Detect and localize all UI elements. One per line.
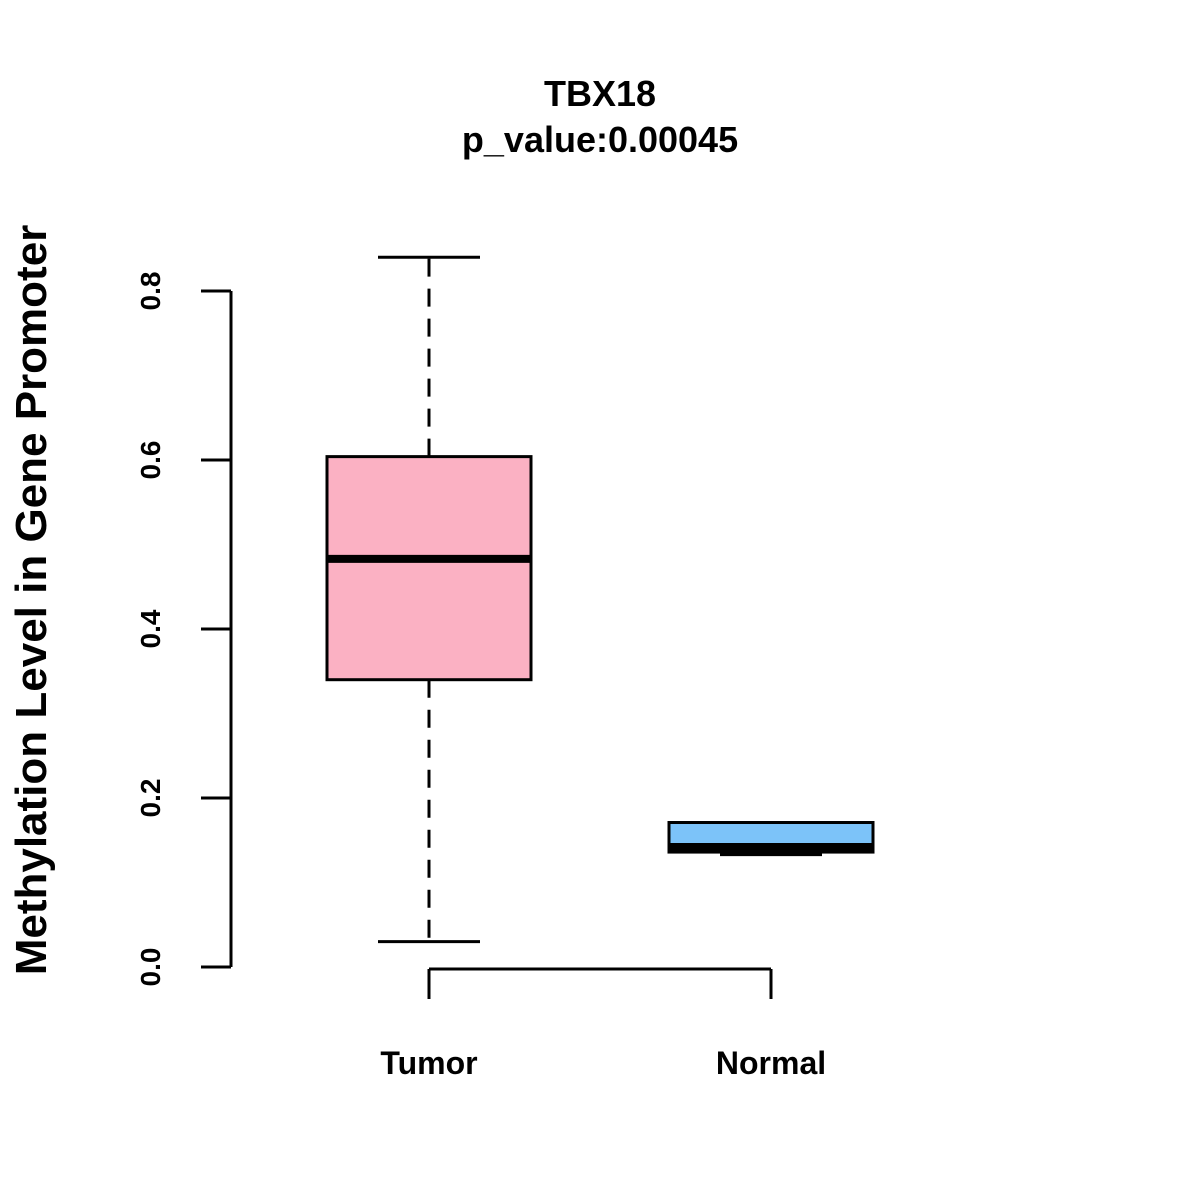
y-axis-label: Methylation Level in Gene Promoter — [7, 225, 56, 976]
y-tick-label: 0.2 — [135, 779, 166, 818]
chart-subtitle: p_value:0.00045 — [462, 119, 738, 160]
y-tick-label: 0.4 — [135, 609, 166, 648]
y-tick-label: 0.0 — [135, 948, 166, 987]
box-tumor — [325, 455, 533, 682]
box-group — [325, 255, 875, 944]
y-axis: 0.0 0.2 0.4 0.6 0.8 — [135, 272, 233, 987]
chart-title: TBX18 — [544, 73, 656, 114]
y-tick-label: 0.8 — [135, 272, 166, 311]
x-tick-label-tumor: Tumor — [380, 1045, 477, 1081]
x-tick-label-normal: Normal — [716, 1045, 826, 1081]
x-axis: Tumor Normal — [380, 967, 826, 1081]
y-tick-label: 0.6 — [135, 441, 166, 480]
